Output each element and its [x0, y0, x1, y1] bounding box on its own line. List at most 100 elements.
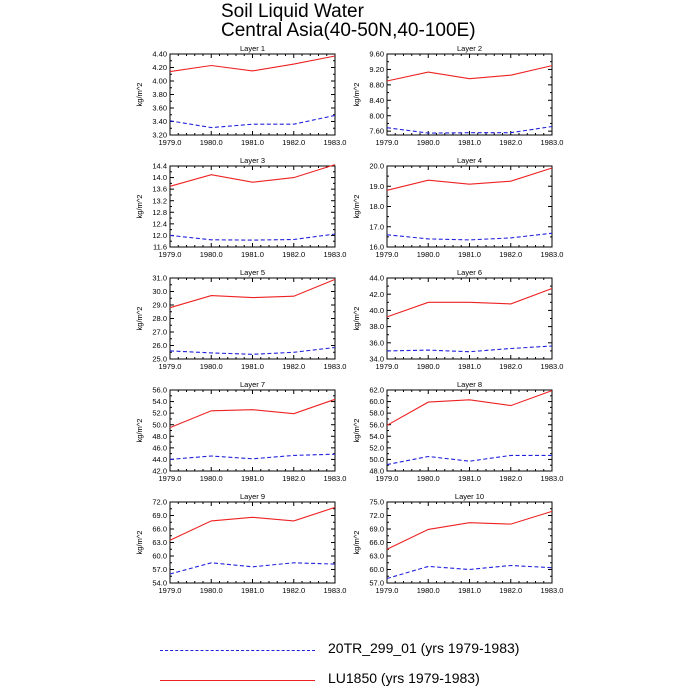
y-tick-label: 11.6: [153, 243, 167, 252]
y-tick-label: 19.0: [369, 182, 384, 191]
panel-layer-4: Layer 4 kg/m^2 16.0 17.0 18.0 19.0 20.0 1979.0 1…: [352, 156, 563, 259]
x-tick-label: 1979.0: [376, 362, 399, 371]
panel-layer-10: Layer 10 kg/m^2 57.0 60.0 63.0 66.0 69.0 72.0 75…: [352, 492, 563, 595]
y-tick-label: 4.40: [152, 50, 167, 59]
y-tick-label: 38.0: [369, 322, 384, 331]
panel-title: Layer 7: [240, 380, 265, 389]
series-lu1850-line: [386, 167, 553, 191]
x-tick-label: 1982.0: [282, 586, 305, 595]
x-tick-label: 1981.0: [241, 138, 264, 147]
series-20tr-line: [386, 564, 553, 580]
x-tick-label: 1982.0: [499, 474, 522, 483]
y-axis-label: kg/m^2: [135, 531, 144, 555]
y-tick-label: 52.0: [369, 443, 384, 452]
panel-title: Layer 9: [240, 492, 265, 501]
y-tick-label: 52.0: [152, 409, 167, 418]
x-tick-label: 1982.0: [499, 362, 522, 371]
y-tick-label: 3.80: [152, 90, 167, 99]
series-lu1850-line: [386, 287, 553, 318]
y-tick-label: 69.0: [369, 525, 384, 534]
panel-layer-2: Layer 2 kg/m^2 7.60 8.00 8.40 8.80 9.20 9.60 197…: [352, 44, 563, 147]
y-tick-label: 14.0: [152, 173, 167, 182]
y-axis-label: kg/m^2: [352, 419, 361, 443]
legend-entry-series2: LU1850 (yrs 1979-1983): [160, 666, 660, 696]
x-tick-label: 1980.0: [200, 474, 223, 483]
y-tick-label: 42.0: [369, 290, 384, 299]
panel-title: Layer 3: [240, 156, 265, 165]
panel-title: Layer 2: [457, 44, 482, 53]
series-lu1850-line: [169, 278, 336, 309]
panel-layer-7: Layer 7 kg/m^2 42.0 44.0 46.0 48.0 50.0 52.0 54.…: [135, 380, 346, 483]
x-tick-label: 1983.0: [541, 362, 564, 371]
x-tick-label: 1983.0: [541, 586, 564, 595]
y-tick-label: 54.0: [369, 432, 384, 441]
y-tick-label: 30.0: [152, 287, 167, 296]
x-tick-label: 1981.0: [241, 586, 264, 595]
y-tick-label: 17.0: [369, 222, 384, 231]
panel-layer-6: Layer 6 kg/m^2 34.0 36.0 38.0 40.0 42.0 44.0 197…: [352, 268, 563, 371]
x-tick-label: 1983.0: [324, 474, 347, 483]
x-tick-label: 1981.0: [458, 586, 481, 595]
panel-title: Layer 1: [240, 44, 265, 53]
y-tick-label: 60.0: [369, 565, 384, 574]
plot-frame: [169, 389, 336, 472]
y-axis-label: kg/m^2: [352, 83, 361, 107]
y-tick-label: 3.60: [152, 104, 167, 113]
series-20tr-line: [169, 233, 336, 241]
series-20tr-line: [169, 562, 336, 575]
y-axis-label: kg/m^2: [135, 307, 144, 331]
x-tick-label: 1979.0: [159, 586, 182, 595]
x-tick-label: 1981.0: [458, 474, 481, 483]
y-axis-label: kg/m^2: [135, 83, 144, 107]
x-tick-label: 1980.0: [417, 138, 440, 147]
y-tick-label: 62.0: [369, 386, 384, 395]
y-tick-label: 56.0: [152, 386, 167, 395]
y-axis-label: kg/m^2: [135, 419, 144, 443]
series-lu1850-line: [169, 164, 336, 187]
x-tick-label: 1980.0: [417, 250, 440, 259]
plot-frame: [169, 53, 336, 136]
x-tick-label: 1982.0: [499, 138, 522, 147]
x-tick-label: 1979.0: [159, 474, 182, 483]
x-tick-label: 1982.0: [499, 250, 522, 259]
y-tick-label: 56.0: [369, 420, 384, 429]
x-tick-label: 1980.0: [417, 474, 440, 483]
y-tick-label: 46.0: [152, 443, 167, 452]
y-tick-label: 4.20: [152, 63, 167, 72]
series-lu1850-line: [169, 398, 336, 429]
y-tick-label: 60.0: [369, 397, 384, 406]
y-tick-label: 4.00: [152, 77, 167, 86]
legend-line-dashed: [160, 650, 315, 651]
x-tick-label: 1982.0: [282, 474, 305, 483]
x-tick-label: 1979.0: [159, 362, 182, 371]
y-tick-label: 40.0: [369, 306, 384, 315]
y-tick-label: 31.0: [152, 274, 167, 283]
x-tick-label: 1980.0: [200, 138, 223, 147]
panel-title: Layer 4: [457, 156, 482, 165]
x-tick-label: 1983.0: [324, 586, 347, 595]
x-tick-label: 1981.0: [458, 250, 481, 259]
panel-layer-1: Layer 1 kg/m^2 3.20 3.40 3.60 3.80 4.00 4.20 4.4…: [135, 44, 346, 147]
x-tick-label: 1980.0: [417, 586, 440, 595]
plot-frame: [169, 165, 336, 248]
y-tick-label: 54.0: [152, 397, 167, 406]
y-tick-label: 8.80: [369, 80, 384, 89]
y-tick-label: 13.6: [152, 185, 167, 194]
y-tick-label: 66.0: [152, 525, 167, 534]
y-tick-label: 9.20: [369, 65, 384, 74]
series-lu1850-line: [386, 65, 553, 82]
x-tick-label: 1980.0: [200, 250, 223, 259]
y-tick-label: 36.0: [369, 338, 384, 347]
y-tick-label: 7.60: [369, 127, 384, 136]
y-tick-label: 57.0: [369, 579, 384, 588]
x-tick-label: 1981.0: [241, 474, 264, 483]
series-lu1850-line: [169, 506, 336, 541]
x-tick-label: 1979.0: [376, 250, 399, 259]
panel-title: Layer 10: [455, 492, 484, 501]
y-tick-label: 3.20: [152, 131, 167, 140]
x-tick-label: 1979.0: [159, 250, 182, 259]
panel-layer-8: Layer 8 kg/m^2 48.0 50.0 52.0 54.0 56.0 58.0 60.…: [352, 380, 563, 483]
x-tick-label: 1983.0: [324, 138, 347, 147]
x-tick-label: 1983.0: [541, 250, 564, 259]
y-tick-label: 26.0: [152, 341, 167, 350]
